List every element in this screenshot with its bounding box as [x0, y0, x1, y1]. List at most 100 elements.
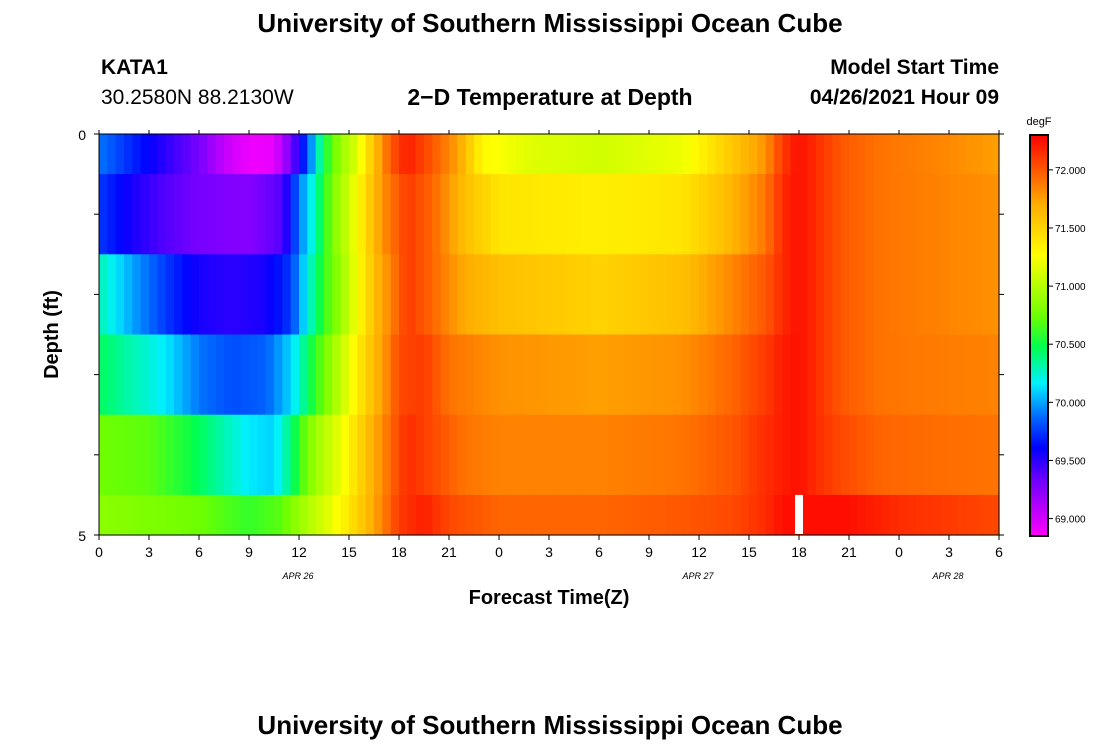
heatmap-cell	[399, 254, 408, 336]
heatmap-cell	[599, 334, 608, 416]
heatmap-cell	[640, 134, 650, 175]
heatmap-cell	[607, 134, 617, 175]
heatmap-cell	[982, 494, 992, 536]
heatmap-cell	[815, 134, 825, 175]
heatmap-cell	[724, 334, 733, 416]
heatmap-cell	[674, 494, 683, 536]
heatmap-cell	[115, 134, 125, 175]
heatmap-cell	[315, 174, 325, 255]
heatmap-cell	[107, 174, 117, 255]
x-tick-label: 12	[691, 544, 707, 560]
heatmap-cell	[149, 414, 158, 496]
heatmap-cell	[432, 134, 442, 175]
heatmap-cell	[124, 134, 133, 175]
heatmap-cell	[582, 334, 592, 416]
heatmap-cell	[232, 134, 242, 175]
heatmap-cell	[382, 174, 392, 255]
heatmap-cell	[965, 134, 975, 175]
heatmap-cell	[807, 334, 817, 416]
heatmap-cell	[699, 494, 708, 536]
heatmap-cell	[565, 254, 575, 336]
heatmap-cell	[615, 334, 625, 416]
heatmap-cell	[490, 174, 500, 255]
heatmap-cell	[332, 494, 342, 536]
heatmap-cell	[99, 174, 108, 255]
heatmap-cell	[924, 414, 933, 496]
heatmap-cell	[390, 414, 400, 496]
heatmap-cell	[949, 174, 958, 255]
heatmap-cell	[424, 334, 433, 416]
y-tick-label: 5	[78, 528, 86, 544]
heatmap-cell	[232, 494, 242, 536]
heatmap-cell	[707, 254, 717, 336]
x-tick-label: 3	[145, 544, 153, 560]
heatmap-cell	[574, 334, 583, 416]
heatmap-cell	[949, 254, 958, 336]
heatmap-cell	[874, 174, 883, 255]
heatmap-cell	[890, 174, 900, 255]
heatmap-cell	[657, 174, 667, 255]
heatmap-cell	[140, 334, 150, 416]
heatmap-cell	[665, 334, 675, 416]
heatmap-cell	[874, 334, 883, 416]
heatmap-cell	[265, 134, 275, 175]
heatmap-cell	[615, 254, 625, 336]
heatmap-cell	[832, 174, 842, 255]
heatmap-cell	[515, 334, 525, 416]
heatmap-cell	[224, 414, 233, 496]
heatmap-cell	[690, 334, 700, 416]
heatmap-cell	[949, 134, 958, 175]
heatmap-cell	[849, 494, 858, 536]
heatmap-cell	[865, 334, 875, 416]
heatmap-cell	[865, 174, 875, 255]
heatmap-cell	[557, 134, 567, 175]
heatmap-cell	[349, 334, 358, 416]
heatmap-cell	[399, 494, 408, 536]
heatmap-cell	[124, 414, 133, 496]
heatmap-cell	[874, 254, 883, 336]
heatmap-cell	[715, 254, 725, 336]
heatmap-cell	[682, 494, 692, 536]
heatmap-cell	[365, 494, 375, 536]
heatmap-cell	[282, 494, 292, 536]
heatmap-cell	[957, 134, 967, 175]
heatmap-cell	[449, 134, 458, 175]
heatmap-cell	[974, 134, 983, 175]
heatmap-cell	[124, 174, 133, 255]
heatmap-cell	[340, 334, 350, 416]
heatmap-cell	[282, 334, 292, 416]
heatmap-cell	[157, 254, 167, 336]
heatmap-cell	[732, 174, 742, 255]
heatmap-cell	[374, 254, 383, 336]
heatmap-cell	[732, 414, 742, 496]
heatmap-cell	[674, 254, 683, 336]
heatmap-cell	[949, 414, 958, 496]
heatmap-cell	[432, 174, 442, 255]
x-tick-label: 9	[245, 544, 253, 560]
heatmap-cell	[424, 134, 433, 175]
heatmap-cell	[365, 174, 375, 255]
heatmap-cell	[249, 494, 258, 536]
heatmap-cell	[774, 494, 783, 536]
heatmap-cell	[224, 174, 233, 255]
heatmap-cell	[532, 494, 542, 536]
heatmap-cell	[624, 414, 633, 496]
heatmap-cell	[465, 134, 475, 175]
heatmap-cell	[140, 254, 150, 336]
heatmap-cell	[932, 494, 942, 536]
heatmap-cell	[832, 334, 842, 416]
x-tick-label: 18	[791, 544, 807, 560]
heatmap-cell	[482, 134, 492, 175]
heatmap-cell	[524, 254, 533, 336]
colorbar	[1029, 134, 1049, 537]
heatmap-cell	[849, 174, 858, 255]
heatmap-cell	[799, 494, 808, 536]
heatmap-cell	[240, 494, 250, 536]
heatmap-cell	[782, 414, 792, 496]
heatmap-cell	[199, 414, 208, 496]
heatmap-cell	[499, 414, 508, 496]
heatmap-cell	[357, 334, 367, 416]
heatmap-cell	[540, 414, 550, 496]
heatmap-cell	[807, 174, 817, 255]
heatmap-cell	[124, 494, 133, 536]
